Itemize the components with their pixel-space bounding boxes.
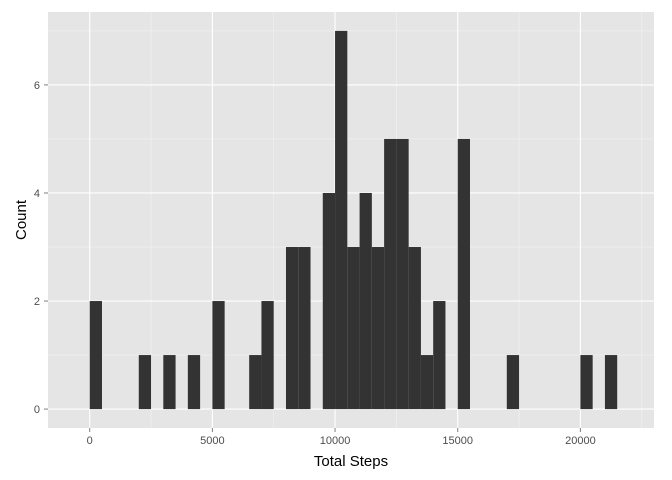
x-tick-label: 10000: [320, 435, 351, 447]
histogram-bars: [89, 30, 618, 410]
x-tick-label: 15000: [442, 435, 473, 447]
histogram-bar: [604, 355, 618, 410]
y-axis-title: Count: [13, 199, 30, 240]
histogram-bar: [371, 247, 385, 410]
y-tick-label: 4: [34, 188, 40, 200]
x-axis-title: Total Steps: [314, 453, 388, 470]
histogram-bar: [408, 247, 421, 410]
histogram-bar: [433, 301, 446, 410]
x-tick-label: 20000: [565, 435, 596, 447]
histogram-bar: [335, 30, 348, 410]
x-axis-ticks: 0 5000 10000 15000 20000: [87, 428, 596, 447]
histogram-bar: [298, 247, 311, 410]
histogram-bar: [347, 247, 360, 410]
histogram-bar: [322, 192, 336, 410]
histogram-bar: [506, 355, 520, 410]
histogram-bar: [89, 301, 102, 410]
histogram-bar: [384, 138, 397, 410]
histogram-bar: [285, 247, 299, 410]
y-axis-ticks: 0 2 4 6: [34, 80, 48, 416]
y-tick-label: 0: [34, 404, 40, 416]
histogram-bar: [212, 301, 225, 410]
histogram-bar: [420, 355, 434, 410]
histogram-bar: [359, 192, 372, 410]
histogram-bar: [187, 355, 201, 410]
y-tick-label: 2: [34, 296, 40, 308]
histogram-bar: [457, 138, 470, 410]
x-tick-label: 0: [87, 435, 93, 447]
histogram-bar: [138, 355, 152, 410]
histogram-bar: [580, 355, 593, 410]
histogram-bar: [261, 301, 274, 410]
histogram-bar: [396, 138, 409, 410]
x-tick-label: 5000: [200, 435, 224, 447]
histogram-bar: [163, 355, 176, 410]
y-tick-label: 6: [34, 80, 40, 92]
histogram-bar: [249, 355, 262, 410]
